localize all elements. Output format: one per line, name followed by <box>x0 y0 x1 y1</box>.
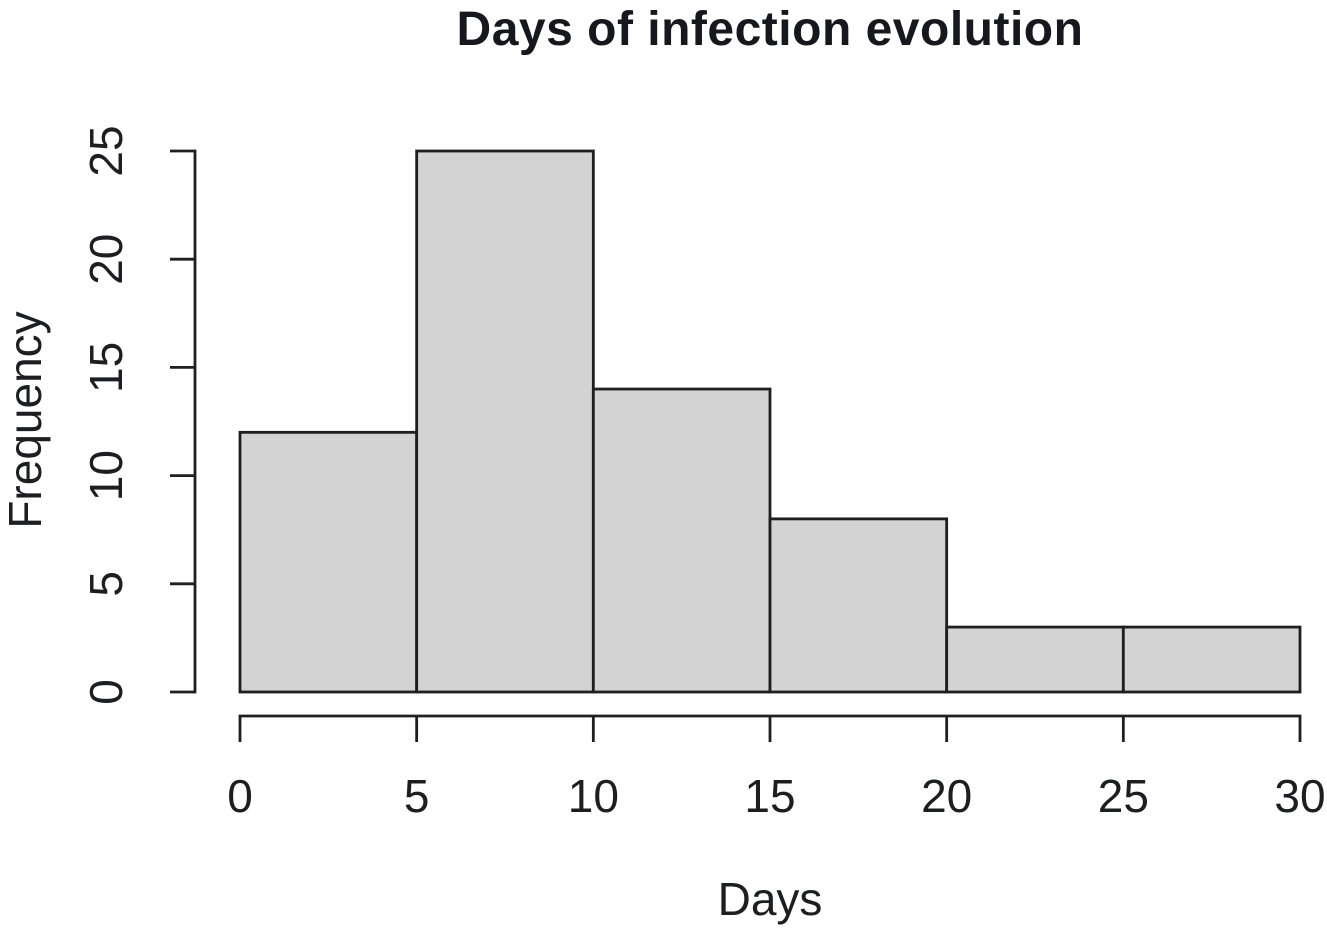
histogram-bar <box>945 625 1125 694</box>
y-tick-label: 5 <box>80 571 132 597</box>
y-tick-label: 25 <box>80 125 132 176</box>
histogram-bar <box>768 517 949 694</box>
x-tick-label: 10 <box>568 770 619 822</box>
histogram-bar <box>238 430 419 694</box>
histogram-bar <box>1121 625 1302 694</box>
x-tick-label: 15 <box>744 770 795 822</box>
histogram-bar <box>591 387 772 694</box>
x-axis-label: Days <box>717 873 823 925</box>
chart-title: Days of infection evolution <box>456 3 1084 56</box>
x-tick-label: 0 <box>227 770 253 822</box>
y-tick-label: 20 <box>80 234 132 285</box>
x-tick-label: 25 <box>1098 770 1149 822</box>
x-tick-label: 30 <box>1274 770 1325 822</box>
y-tick-label: 0 <box>80 679 132 705</box>
histogram-bar <box>415 149 595 694</box>
y-tick-label: 15 <box>80 342 132 393</box>
x-tick-label: 5 <box>404 770 430 822</box>
x-tick-label: 20 <box>921 770 972 822</box>
y-tick-label: 10 <box>80 450 132 501</box>
